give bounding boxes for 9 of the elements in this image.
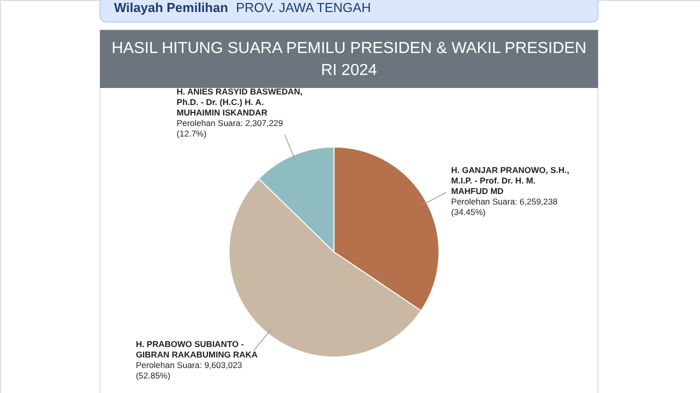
chart-title: HASIL HITUNG SUARA PEMILU PRESIDEN & WAKIL PRESIDEN RI 2024	[112, 40, 586, 79]
slice-label: H. ANIES RASYID BASWEDAN, Ph.D. - Dr. (H.C.) H. A. MUHAIMIN ISKANDAR	[176, 86, 302, 118]
text: Wilayah Pemilihan	[114, 0, 228, 15]
data-label: Perolehan Suara: 2,307,229 (12.7%)	[176, 118, 284, 139]
slice-label: H. PRABOWO SUBIANTO - GIBRAN RAKABUMING RAKA	[136, 338, 258, 360]
slice-label: H. GANJAR PRANOWO, S.H., M.I.P. - Prof. Dr. H. M. MAHFUD MD	[451, 165, 570, 196]
text: PROV. JAWA TENGAH	[236, 0, 371, 15]
data-label: Perolehan Suara: 6,259,238 (34.45%)	[451, 196, 558, 218]
data-label: Perolehan Suara: 9,603,023 (52.85%)	[136, 360, 242, 380]
